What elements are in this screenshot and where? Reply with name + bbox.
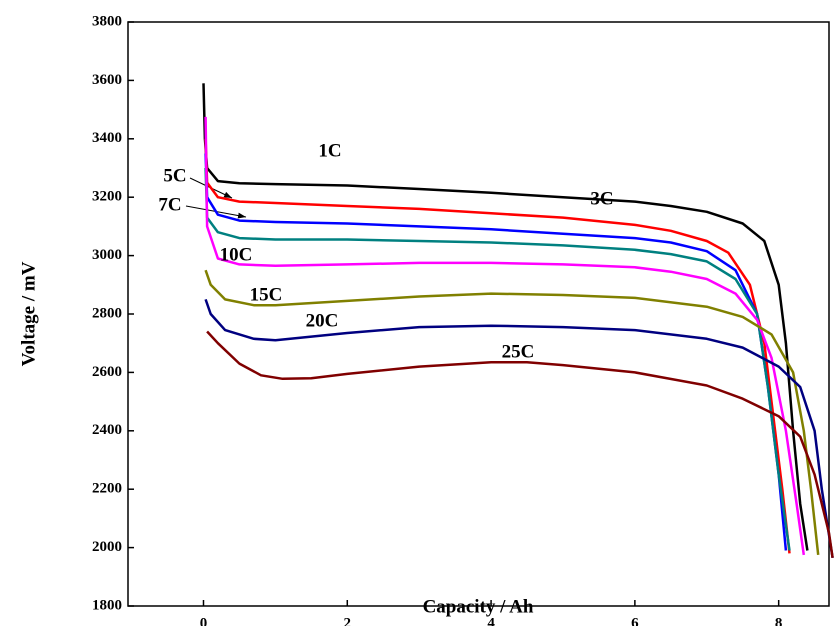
y-tick-label: 3600 — [92, 72, 122, 88]
series-line — [204, 298, 834, 558]
series-line — [206, 330, 834, 558]
y-tick-label: 2200 — [92, 481, 122, 497]
series-label: 10C — [220, 244, 253, 265]
y-tick-label: 2400 — [92, 422, 122, 438]
y-tick-label: 2800 — [92, 305, 122, 321]
series-label: 1C — [318, 140, 341, 161]
y-tick-label: 3200 — [92, 189, 122, 205]
y-tick-label: 2600 — [92, 364, 122, 380]
series-label: 20C — [306, 310, 339, 331]
series-label: 25C — [502, 341, 535, 362]
series-line — [204, 269, 820, 556]
x-tick-label: 2 — [344, 615, 352, 626]
series-line — [204, 116, 806, 556]
series-label: 15C — [250, 284, 283, 305]
series-line — [202, 83, 809, 551]
series-label: 3C — [590, 188, 613, 209]
y-tick-label: 3800 — [92, 13, 122, 29]
series-label: 5C — [163, 165, 186, 186]
y-tick-label: 1800 — [92, 597, 122, 613]
series-line — [204, 138, 791, 554]
x-tick-label: 6 — [631, 615, 639, 626]
y-tick-label: 3400 — [92, 130, 122, 146]
x-tick-label: 4 — [487, 615, 495, 626]
x-axis-title: Capacity / Ah — [423, 596, 534, 617]
x-tick-label: 0 — [200, 615, 208, 626]
y-tick-label: 2000 — [92, 539, 122, 555]
y-tick-label: 3000 — [92, 247, 122, 263]
x-tick-label: 8 — [775, 615, 783, 626]
series-label: 7C — [158, 194, 181, 215]
y-axis-title: Voltage / mV — [18, 261, 39, 366]
series-line — [204, 167, 791, 551]
plot-frame — [127, 21, 830, 607]
